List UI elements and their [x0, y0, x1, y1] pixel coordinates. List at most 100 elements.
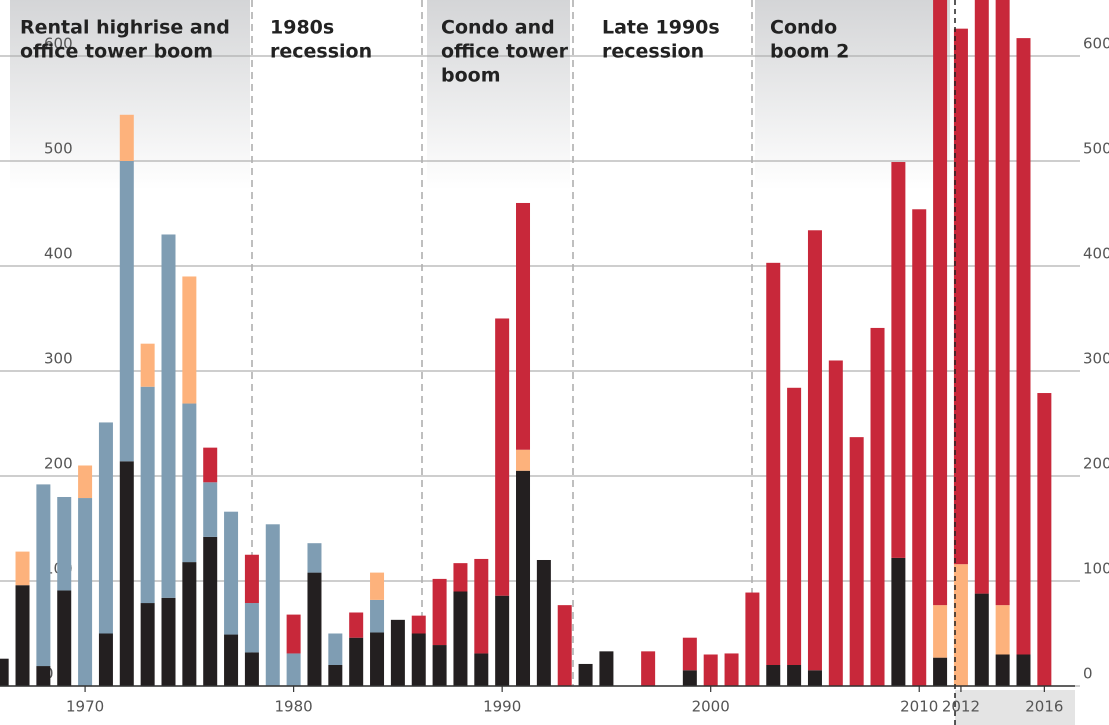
- bar-segment: [244, 554, 259, 604]
- bar-segment: [766, 664, 781, 686]
- bar-segment: [557, 605, 572, 686]
- bar-segment: [516, 470, 531, 686]
- bar-segment: [933, 657, 948, 686]
- bar-segment: [0, 658, 9, 686]
- bar-segment: [119, 114, 134, 161]
- x-tick-label: 2012: [942, 698, 980, 716]
- y-tick-label: 400: [44, 244, 73, 262]
- period-label: boom 2: [770, 41, 849, 63]
- bar-segment: [328, 664, 343, 686]
- bar-segment: [224, 511, 239, 635]
- bar-segment: [974, 0, 989, 594]
- period-shade: [755, 0, 950, 190]
- bar-segment: [36, 666, 51, 686]
- y-tick-label: 300: [1083, 349, 1109, 367]
- bar-segment: [995, 0, 1010, 606]
- x-tick-label: 2016: [1025, 698, 1063, 716]
- bar-segment: [370, 572, 385, 600]
- bar-segment: [933, 605, 948, 658]
- bar-segment: [78, 498, 93, 686]
- bar-segment: [182, 276, 197, 404]
- period-label: Late 1990s: [602, 17, 720, 39]
- bar-segment: [953, 564, 968, 686]
- bar-segment: [119, 461, 134, 686]
- period-shade: [427, 0, 570, 190]
- bar-segment: [682, 637, 697, 671]
- bar-segment: [870, 327, 885, 686]
- bar-segment: [891, 162, 906, 558]
- bar-segment: [307, 572, 322, 686]
- bar-segment: [349, 612, 364, 638]
- bar-segment: [807, 670, 822, 686]
- period-label: Condo: [770, 17, 837, 39]
- bar-segment: [411, 615, 426, 634]
- bar-segment: [224, 634, 239, 686]
- y-tick-label: 500: [1083, 139, 1109, 157]
- period-label: office tower: [441, 41, 569, 63]
- bar-segment: [453, 563, 468, 592]
- bar-segment: [703, 654, 718, 686]
- bar-segment: [787, 387, 802, 665]
- bar-segment: [432, 645, 447, 686]
- bar-segment: [328, 633, 343, 665]
- period-label: recession: [270, 41, 372, 63]
- bar-segment: [995, 605, 1010, 655]
- bar-segment: [411, 633, 426, 686]
- bar-segment: [57, 590, 72, 686]
- period-label: office tower boom: [20, 41, 213, 63]
- bar-segment: [286, 653, 301, 686]
- bar-segment: [474, 558, 489, 654]
- bar-segment: [140, 603, 155, 686]
- right-panel-strip: [955, 690, 1075, 725]
- bar-segment: [453, 591, 468, 686]
- y-tick-label: 400: [1083, 244, 1109, 262]
- period-label: 1980s: [270, 17, 334, 39]
- x-tick-label: 1970: [66, 698, 104, 716]
- bar-segment: [1016, 654, 1031, 686]
- bar-segment: [682, 670, 697, 686]
- bar-segment: [370, 632, 385, 686]
- x-tick-label: 1980: [275, 698, 313, 716]
- bar-segment: [1037, 393, 1052, 686]
- bar-segment: [516, 202, 531, 450]
- bar-segment: [203, 482, 218, 537]
- bar-segment: [98, 422, 113, 634]
- y-tick-label: 500: [44, 139, 73, 157]
- bar-segment: [15, 551, 30, 586]
- period-label: Rental highrise and: [20, 17, 230, 39]
- period-label: boom: [441, 65, 501, 87]
- bar-segment: [536, 559, 551, 686]
- bar-segment: [182, 562, 197, 686]
- bar-segment: [203, 447, 218, 483]
- bar-segment: [307, 543, 322, 573]
- bar-segment: [1016, 38, 1031, 655]
- bar-segment: [787, 664, 802, 686]
- bar-segment: [370, 599, 385, 633]
- bar-segment: [516, 449, 531, 471]
- bar-segment: [807, 230, 822, 671]
- bar-segment: [36, 484, 51, 667]
- bar-segment: [349, 637, 364, 686]
- bar-segment: [203, 536, 218, 686]
- bar-segment: [599, 651, 614, 686]
- bar-segment: [432, 578, 447, 646]
- bar-segment: [495, 318, 510, 596]
- y-tick-label: 600: [1083, 34, 1109, 52]
- bar-segment: [182, 403, 197, 563]
- bar-segment: [286, 614, 301, 654]
- bar-segment: [474, 653, 489, 686]
- bar-segment: [578, 663, 593, 686]
- bar-segment: [140, 343, 155, 387]
- bar-segment: [849, 437, 864, 686]
- bar-segment: [641, 651, 656, 686]
- bar-segment: [495, 595, 510, 686]
- bar-segment: [265, 524, 280, 686]
- y-tick-label: 200: [1083, 454, 1109, 472]
- bar-segment: [828, 360, 843, 686]
- bar-segment: [745, 592, 760, 686]
- bar-segment: [995, 654, 1010, 686]
- y-tick-label: 600: [44, 34, 73, 52]
- bar-segment: [57, 496, 72, 591]
- y-tick-label: 100: [1083, 559, 1109, 577]
